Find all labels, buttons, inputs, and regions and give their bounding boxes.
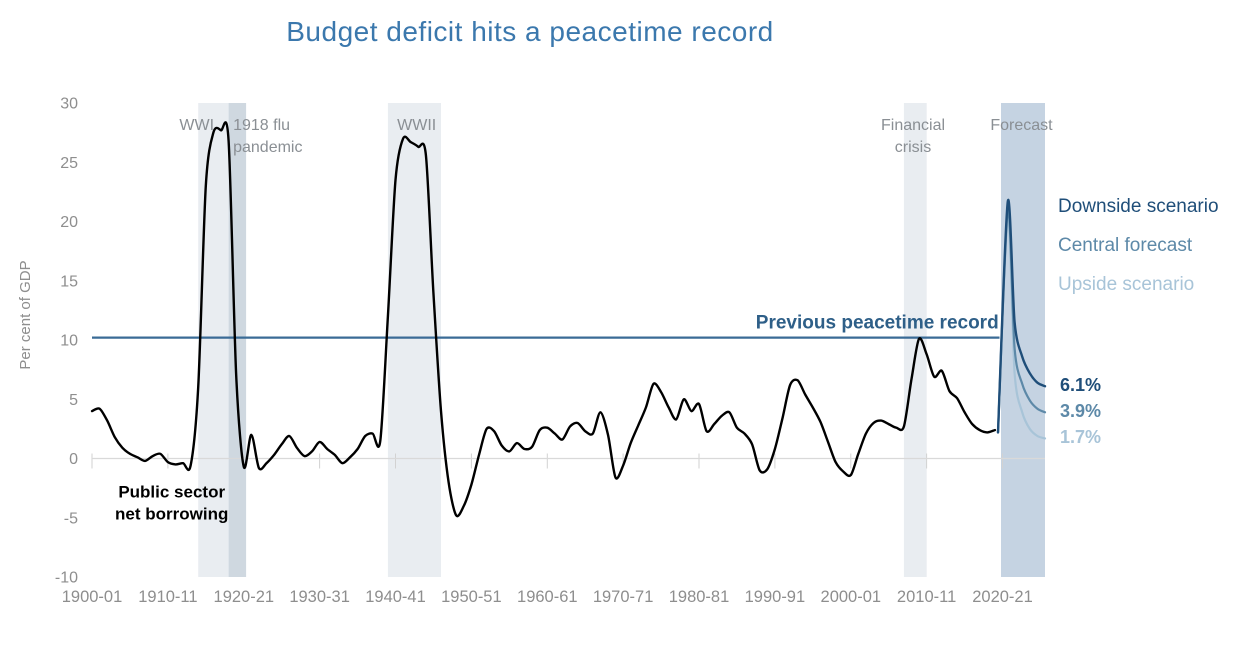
legend-central-forecast: Central forecast [1058,235,1193,256]
band-wwii-label: WWII [397,117,436,134]
x-axis-tick-label: 1930-31 [289,588,350,606]
x-axis-tick-label: 1900-01 [62,588,123,606]
y-axis-tick-label: -10 [55,570,78,587]
series-line-public-sector-net-borrowing [90,121,997,518]
band-1918-flu-pandemic [228,103,247,577]
series-line-downside-scenario [996,198,1047,434]
y-axis-tick-label: -5 [64,510,78,527]
band-financial-crisis-label: Financial [881,117,945,134]
x-axis-tick-label: 1990-91 [745,588,806,606]
legend-downside-scenario: Downside scenario [1058,196,1219,217]
y-axis-tick-label: 30 [60,96,78,113]
band-wwi [198,103,229,577]
band-1918-flu-pandemic-label: 1918 flu [233,117,290,134]
end-value-central: 3.9% [1060,401,1102,421]
x-axis-tick-label: 2010-11 [897,588,956,606]
y-axis-tick-label: 15 [60,273,78,290]
band-forecast-label: Forecast [990,117,1053,134]
y-axis-title: Per cent of GDP [17,260,34,369]
band-financial-crisis-label: crisis [895,139,931,156]
x-axis-tick-label: 2000-01 [821,588,882,606]
x-axis-tick-label: 1940-41 [365,588,426,606]
end-value-upside: 1.7% [1060,427,1102,447]
band-1918-flu-pandemic-label: pandemic [233,139,302,156]
y-axis-tick-label: 25 [60,155,78,172]
public-sector-net-borrowing-label: Public sector [118,483,225,502]
band-wwi-label: WWI [179,117,214,134]
legend-upside-scenario: Upside scenario [1058,274,1195,295]
y-axis-tick-label: 10 [60,333,78,350]
x-axis-tick-label: 1910-11 [138,588,197,606]
previous-peacetime-record-label: Previous peacetime record [756,313,999,334]
y-axis-tick-label: 0 [69,451,78,468]
y-axis-tick-label: 5 [69,392,78,409]
x-axis-tick-label: 1970-71 [593,588,654,606]
y-axis-tick-label: 20 [60,214,78,231]
x-axis-tick-label: 1920-21 [214,588,275,606]
x-axis-tick-label: 2020-21 [972,588,1033,606]
band-financial-crisis [903,103,927,577]
x-axis-tick-label: 1980-81 [669,588,730,606]
x-axis-tick-label: 1960-61 [517,588,578,606]
end-value-downside: 6.1% [1060,375,1102,395]
x-axis-tick-label: 1950-51 [441,588,502,606]
public-sector-net-borrowing-label: net borrowing [115,505,228,524]
band-wwii [387,103,441,577]
band-forecast [1001,103,1045,577]
chart-title: Budget deficit hits a peacetime record [286,16,774,47]
